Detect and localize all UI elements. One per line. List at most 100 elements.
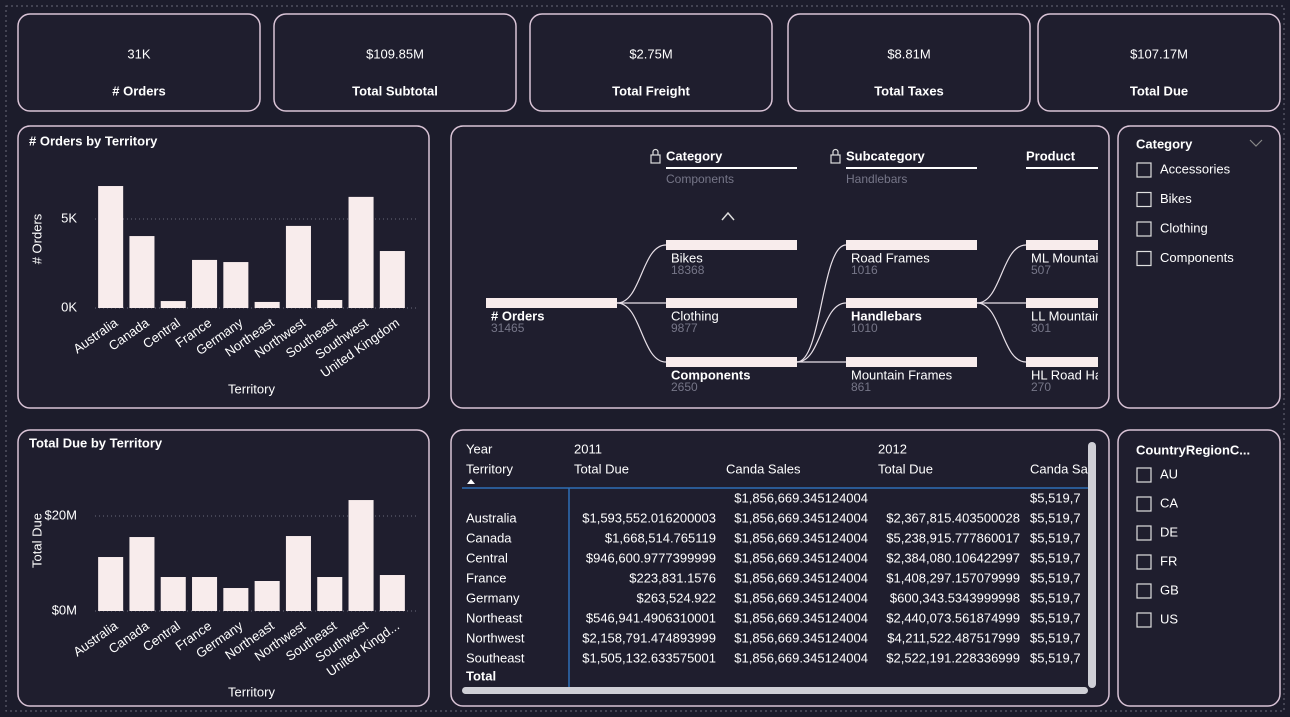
node-label: # Orders — [491, 308, 544, 323]
table-card — [450, 429, 1110, 707]
kpi-value: 31K — [127, 46, 150, 61]
cell: $1,505,132.633575001 — [582, 650, 716, 665]
cell: $2,367,815.403500028 — [886, 510, 1020, 525]
node-label: Handlebars — [851, 308, 922, 323]
slicer-item[interactable]: DE — [1160, 524, 1178, 539]
node-value: 1010 — [851, 321, 878, 335]
connector — [616, 302, 667, 363]
chart-card — [17, 429, 430, 707]
dropdown-chevron[interactable] — [1249, 139, 1263, 147]
cell: $2,158,791.474893999 — [582, 630, 716, 645]
level-selected: Components — [666, 172, 734, 186]
lock-icon — [830, 154, 841, 164]
y-axis-title: Total Due — [29, 513, 44, 568]
kpi-card — [1037, 13, 1281, 112]
bar — [98, 186, 124, 308]
chart-title: Total Due by Territory — [29, 435, 163, 450]
cell: $5,519,7 — [1030, 590, 1081, 605]
slicer-card — [1117, 429, 1281, 707]
node-value: 2650 — [671, 380, 698, 394]
slicer-item[interactable]: AU — [1160, 466, 1178, 481]
checkbox[interactable] — [1136, 467, 1152, 483]
node-label: ML Mountai — [1031, 250, 1099, 265]
kpi-label: # Orders — [112, 83, 165, 98]
cell: $1,856,669.345124004 — [734, 490, 868, 505]
slicer-card — [1117, 125, 1281, 409]
y-tick-label: 5K — [61, 210, 77, 225]
cell: $5,519,7 — [1030, 550, 1081, 565]
cell: $5,519,7 — [1030, 510, 1081, 525]
cell: $1,408,297.157079999 — [886, 570, 1020, 585]
year-header: 2011 — [574, 441, 602, 456]
slicer-item[interactable]: FR — [1160, 553, 1177, 568]
kpi-value: $2.75M — [629, 46, 672, 61]
checkbox[interactable] — [1136, 162, 1152, 178]
node-bar[interactable] — [666, 357, 797, 367]
column-header: Territory — [466, 461, 513, 476]
cell: $1,856,669.345124004 — [734, 510, 868, 525]
row-header: Southeast — [466, 650, 525, 665]
cell: $1,593,552.016200003 — [582, 510, 716, 525]
node-bar[interactable] — [486, 298, 617, 308]
checkbox[interactable] — [1136, 583, 1152, 599]
node-bar[interactable] — [846, 357, 977, 367]
bar — [379, 575, 405, 611]
checkbox[interactable] — [1136, 250, 1152, 267]
tree-card — [450, 125, 1110, 409]
column-header: Canda Sales — [726, 461, 801, 476]
year-header: Year — [466, 441, 493, 456]
slicer-item[interactable]: Bikes — [1160, 191, 1192, 206]
slicer-item[interactable]: US — [1160, 611, 1178, 626]
node-value: 507 — [1031, 263, 1051, 277]
checkbox[interactable] — [1136, 221, 1152, 237]
kpi-card — [17, 13, 261, 112]
total-label: Total — [466, 668, 496, 683]
node-bar[interactable] — [846, 298, 977, 308]
checkbox[interactable] — [1136, 554, 1152, 570]
node-bar[interactable] — [1026, 240, 1157, 250]
slicer-item[interactable]: Clothing — [1160, 220, 1208, 235]
lock-icon — [650, 154, 661, 164]
slicer-item[interactable]: Components — [1160, 250, 1234, 265]
cell: $263,524.922 — [636, 590, 716, 605]
bar — [317, 577, 343, 611]
cell: $5,519,7 — [1030, 650, 1081, 665]
bar — [285, 225, 311, 308]
bar — [129, 537, 155, 611]
kpi-card — [273, 13, 517, 112]
slicer-item[interactable]: CA — [1160, 495, 1178, 510]
slicer-item[interactable]: Accessories — [1160, 161, 1231, 176]
bar — [348, 196, 374, 308]
node-value: 301 — [1031, 321, 1051, 335]
cell: $2,440,073.561874999 — [886, 610, 1020, 625]
collapse-chevron[interactable] — [721, 211, 735, 221]
level-name: Product — [1026, 148, 1076, 163]
connector — [796, 302, 847, 363]
level-name: Category — [666, 148, 723, 163]
checkbox[interactable] — [1136, 496, 1152, 512]
checkbox[interactable] — [1136, 191, 1152, 208]
node-bar[interactable] — [1026, 357, 1157, 367]
bar — [160, 577, 186, 611]
cell: $1,856,669.345124004 — [734, 610, 868, 625]
slicer-title: CountryRegionC... — [1136, 442, 1250, 457]
cell: $2,522,191.228336999 — [886, 650, 1020, 665]
checkbox[interactable] — [1136, 525, 1152, 541]
node-bar[interactable] — [846, 240, 977, 250]
cell: $1,856,669.345124004 — [734, 530, 868, 545]
node-bar[interactable] — [666, 240, 797, 250]
node-bar[interactable] — [666, 298, 797, 308]
cell: $600,343.5343999998 — [890, 590, 1020, 605]
lock-icon — [652, 148, 659, 155]
checkbox[interactable] — [1136, 612, 1152, 628]
node-value: 270 — [1031, 380, 1051, 394]
level-name: Subcategory — [846, 148, 926, 163]
lock-icon — [832, 148, 839, 155]
node-bar[interactable] — [1026, 298, 1157, 308]
cell: $546,941.4906310001 — [586, 610, 716, 625]
cell: $5,238,915.777860017 — [886, 530, 1020, 545]
cell: $1,856,669.345124004 — [734, 590, 868, 605]
slicer-item[interactable]: GB — [1160, 582, 1179, 597]
node-value: 18368 — [671, 263, 705, 277]
row-header: Northwest — [466, 630, 525, 645]
